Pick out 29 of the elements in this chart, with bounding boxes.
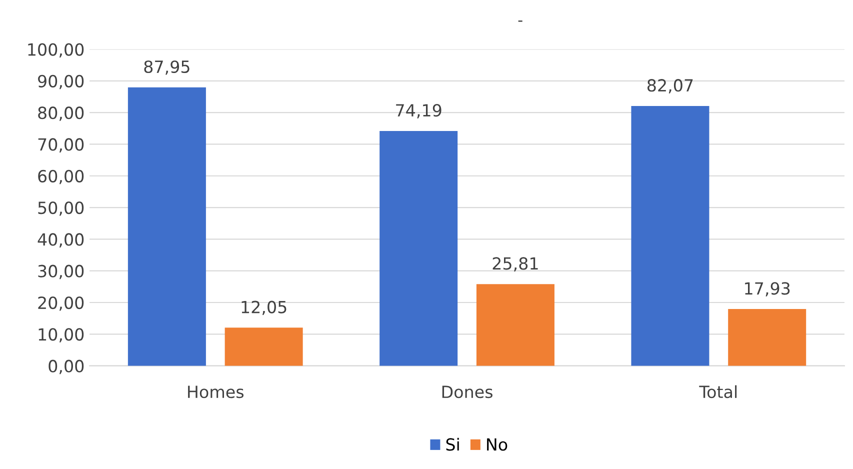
y-tick-label: 80,00 <box>38 106 84 121</box>
y-tick-label: 10,00 <box>38 328 84 342</box>
y-tick-label: 90,00 <box>38 74 84 90</box>
data-label: 74,19 <box>396 104 442 118</box>
x-tick-label: Total <box>699 385 737 398</box>
bar <box>128 87 206 366</box>
data-label: 17,93 <box>745 282 790 296</box>
bar <box>476 284 554 366</box>
y-tick-label: 30,00 <box>38 264 84 280</box>
bar <box>631 106 710 366</box>
data-label: 87,95 <box>144 60 190 75</box>
chart-title: - <box>518 20 522 22</box>
bar <box>728 309 806 366</box>
legend-label: No <box>487 438 508 451</box>
data-label: 25,81 <box>492 257 538 272</box>
bar <box>224 328 303 366</box>
y-tick-label: 50,00 <box>38 201 84 216</box>
y-tick-label: 40,00 <box>38 233 84 248</box>
x-tick-label: Homes <box>188 386 244 398</box>
y-tick-label: 0,00 <box>48 360 84 374</box>
bar <box>380 130 458 366</box>
legend-label: Si <box>446 438 459 451</box>
data-label: 82,07 <box>647 79 693 94</box>
y-tick-label: 70,00 <box>38 138 84 152</box>
y-tick-label: 20,00 <box>38 296 84 311</box>
y-tick-label: 60,00 <box>38 170 84 184</box>
x-tick-label: Dones <box>442 386 492 398</box>
data-label: 12,05 <box>242 300 286 316</box>
y-tick-label: 100,00 <box>28 43 84 58</box>
